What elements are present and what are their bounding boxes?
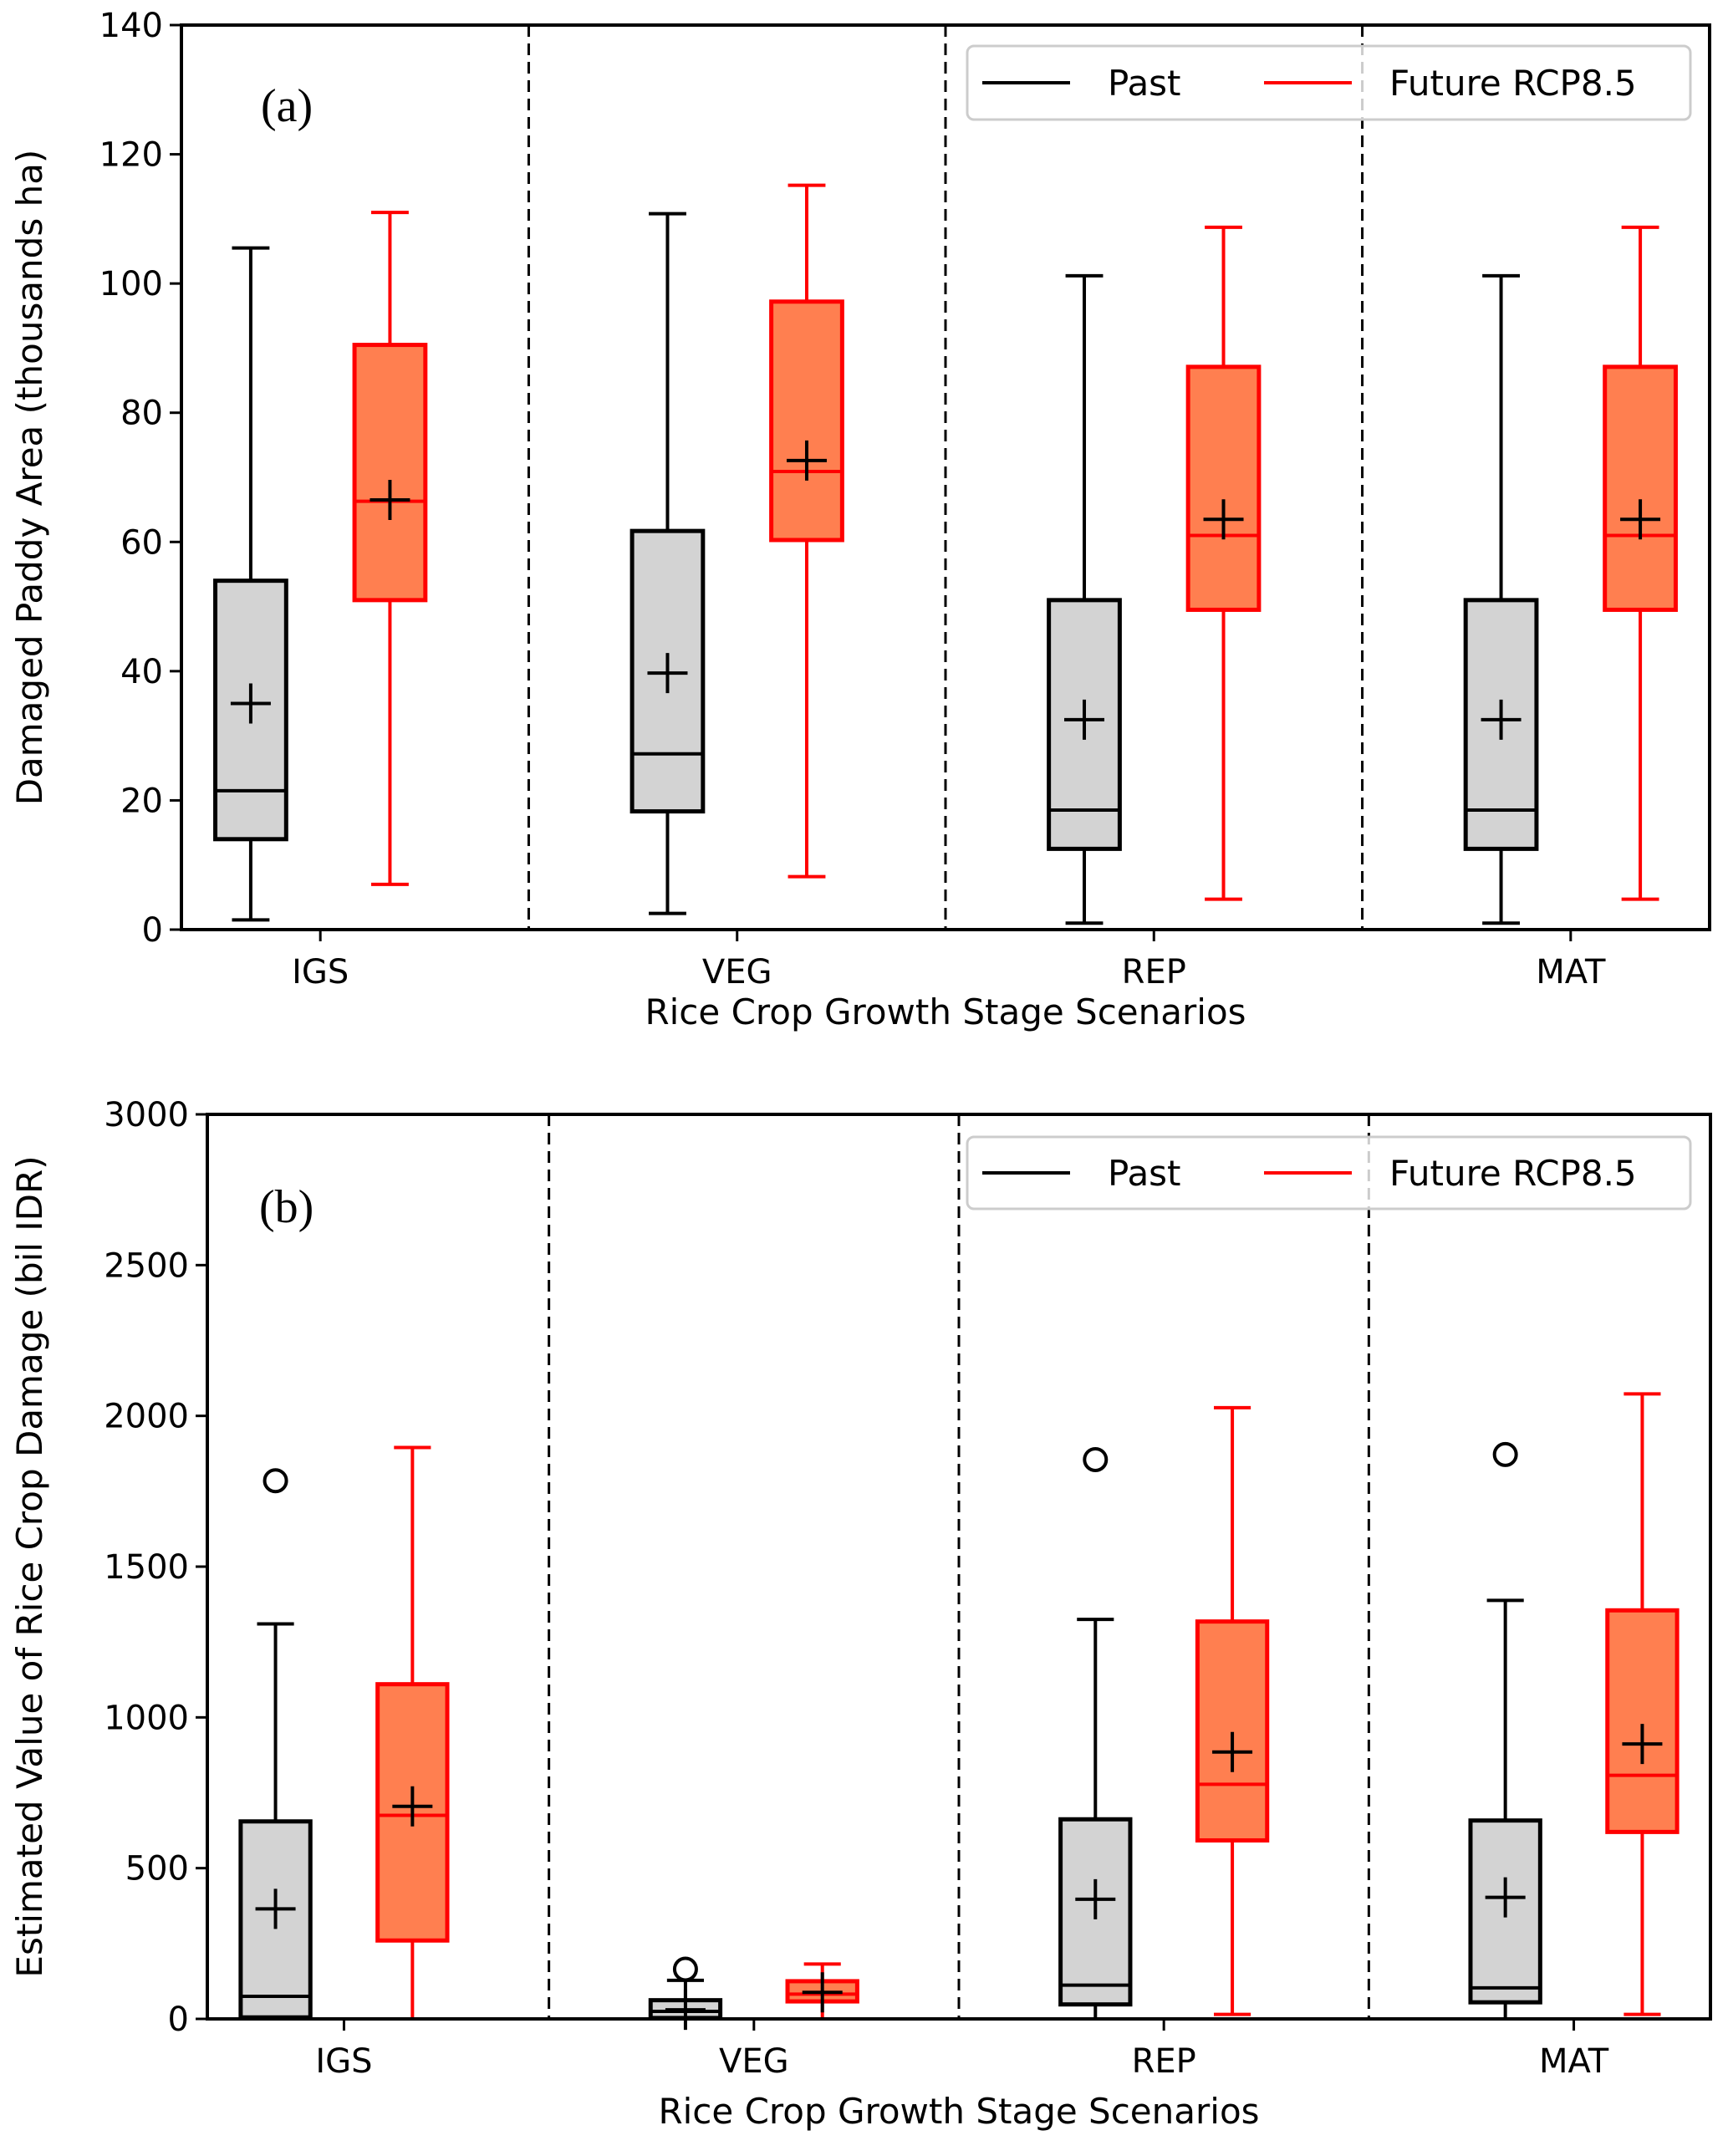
x-tick-label: MAT — [1536, 953, 1606, 991]
iqr-box — [1185, 364, 1262, 612]
y-tick-label: 0 — [142, 911, 163, 950]
iqr-box — [1605, 1608, 1680, 1834]
x-tick-label: VEG — [702, 953, 772, 991]
box-past-veg — [630, 212, 706, 915]
box-past-rep — [1058, 1446, 1133, 2021]
box-future-rcp8-5-igs — [352, 211, 428, 886]
y-tick-label: 60 — [120, 523, 163, 562]
x-axis-label: Rice Crop Growth Stage Scenarios — [658, 2091, 1259, 2132]
box-future-rcp8-5-rep — [1195, 1405, 1270, 2016]
legend: Past Future RCP8.5 — [966, 44, 1692, 121]
iqr-box — [1603, 364, 1678, 612]
y-axis-label: Damaged Paddy Area (thousands ha) — [9, 150, 50, 806]
plot-frame — [180, 23, 1711, 931]
x-tick-label: VEG — [719, 2042, 789, 2081]
x-tick-label: REP — [1122, 953, 1186, 991]
box-future-rcp8-5-veg — [785, 1962, 859, 2021]
iqr-box — [213, 579, 288, 842]
panel-a: 0 20 40 60 80 100 120 140 IGS VEG REP MAT Rice Crop … — [9, 7, 1711, 1032]
y-tick-label: 20 — [120, 782, 163, 820]
y-axis-label: Estimated Value of Rice Crop Damage (bil… — [9, 1155, 50, 1977]
box-future-rcp8-5-mat — [1605, 1392, 1680, 2016]
y-tick-label: 40 — [120, 653, 163, 691]
box-past-mat — [1468, 1441, 1542, 2021]
y-tick-label: 1000 — [104, 1699, 189, 1737]
y-tick-label: 100 — [99, 265, 163, 303]
box-past-rep — [1047, 273, 1122, 925]
x-tick-label: MAT — [1539, 2042, 1609, 2081]
y-tick-label: 3000 — [104, 1096, 189, 1134]
x-tick-label: REP — [1132, 2042, 1196, 2081]
box-future-rcp8-5-mat — [1603, 225, 1678, 901]
y-tick-label: 2000 — [104, 1398, 189, 1436]
box-past-igs — [213, 246, 288, 922]
y-tick-label: 0 — [168, 2001, 189, 2039]
outlier-point — [1492, 1441, 1518, 1467]
iqr-box — [769, 299, 844, 543]
outlier-point — [672, 1956, 698, 1982]
legend: Past Future RCP8.5 — [966, 1135, 1692, 1211]
panel-label: (a) — [261, 80, 313, 132]
iqr-box — [1463, 598, 1539, 851]
y-tick-label: 140 — [99, 7, 163, 45]
box-past-mat — [1463, 273, 1539, 925]
legend-label-past: Past — [1108, 1153, 1181, 1194]
box-future-rcp8-5-veg — [769, 183, 844, 879]
y-tick-label: 1500 — [104, 1548, 189, 1587]
panel-b: 0 500 1000 1500 2000 2500 3000 IGS VEG REP MAT Rice… — [9, 1096, 1712, 2132]
y-tick-label: 80 — [120, 395, 163, 433]
iqr-box — [1468, 1818, 1542, 2005]
box-future-rcp8-5-igs — [375, 1445, 450, 2021]
panel-label: (b) — [259, 1181, 313, 1233]
legend-label-future: Future RCP8.5 — [1389, 1153, 1637, 1194]
legend-label-past: Past — [1108, 63, 1181, 104]
legend-label-future: Future RCP8.5 — [1389, 63, 1637, 104]
y-tick-label: 120 — [99, 136, 163, 175]
outlier-point — [263, 1468, 288, 1494]
x-axis-label: Rice Crop Growth Stage Scenarios — [645, 991, 1246, 1032]
box-past-igs — [238, 1468, 313, 2021]
box-future-rcp8-5-rep — [1185, 225, 1262, 901]
iqr-box — [1195, 1619, 1270, 1843]
y-tick-label: 500 — [125, 1850, 189, 1888]
iqr-box — [352, 343, 428, 603]
y-tick-label: 2500 — [104, 1246, 189, 1285]
x-tick-label: IGS — [292, 953, 349, 991]
outlier-point — [1083, 1446, 1109, 1472]
x-tick-label: IGS — [315, 2042, 372, 2081]
